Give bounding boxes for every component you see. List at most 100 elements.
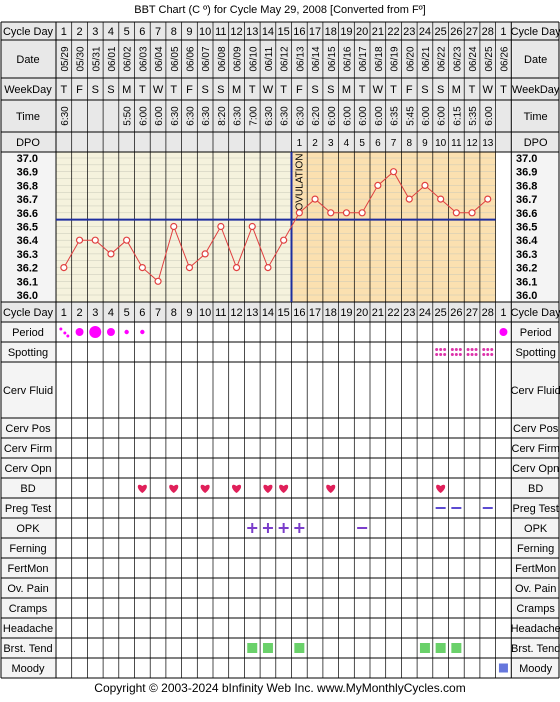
header-row-bg bbox=[1, 22, 512, 40]
period-medium-icon bbox=[106, 328, 115, 336]
temperature-point bbox=[374, 181, 382, 189]
weekday-cell: M bbox=[122, 84, 131, 96]
row-label-brst-tend-right: Brst. Tend bbox=[511, 643, 560, 655]
row-label-brst-tend: Brst. Tend bbox=[3, 643, 52, 655]
label-cell-bg bbox=[512, 518, 559, 538]
temperature-point bbox=[311, 195, 319, 203]
row-label-ov-pain-right: Ov. Pain bbox=[515, 583, 556, 595]
date-cell: 06/01 bbox=[107, 46, 118, 71]
date-cell: 06/21 bbox=[421, 46, 432, 71]
row-label-opk-right: OPK bbox=[524, 523, 548, 535]
dpo-cell: 12 bbox=[466, 138, 478, 149]
cycle-day-cell: 14 bbox=[262, 307, 274, 319]
row-label-cerv-firm: Cerv Firm bbox=[4, 443, 52, 455]
weekday-cell: S bbox=[327, 84, 334, 96]
cycle-day-cell: 2 bbox=[76, 307, 82, 319]
weekday-cell: S bbox=[311, 84, 318, 96]
label-cell-bg bbox=[1, 342, 55, 362]
label-cell-bg bbox=[512, 558, 559, 578]
breast-tenderness-icon bbox=[247, 643, 258, 653]
cycle-day-cell: 21 bbox=[372, 307, 384, 319]
weekday-cell: S bbox=[217, 84, 224, 96]
y-tick-label-right: 36.4 bbox=[516, 235, 538, 247]
label-cell-bg bbox=[1, 658, 55, 678]
period-light-icon bbox=[63, 331, 67, 335]
date-cell: 06/24 bbox=[468, 46, 479, 71]
row-label-time: Time bbox=[16, 111, 40, 123]
weekday-cell: S bbox=[437, 84, 444, 96]
date-cell: 06/18 bbox=[374, 46, 385, 71]
header-row-bg bbox=[1, 132, 512, 152]
cycle-day-cell: 1 bbox=[500, 307, 506, 319]
y-tick-label-left: 36.2 bbox=[17, 263, 38, 275]
temperature-point bbox=[342, 209, 351, 217]
y-tick-label-left: 36.6 bbox=[17, 208, 38, 220]
cycle-day-cell: 25 bbox=[435, 26, 447, 38]
y-tick-label-right: 36.7 bbox=[516, 194, 537, 206]
row-label-date: Date bbox=[16, 54, 39, 66]
cycle-day-cell: 25 bbox=[435, 307, 447, 319]
time-cell: 6:30 bbox=[295, 106, 306, 126]
label-cell-bg bbox=[512, 658, 559, 678]
cycle-day-cell: 5 bbox=[124, 307, 130, 319]
y-tick-label-left: 37.0 bbox=[17, 153, 38, 165]
weekday-cell: F bbox=[406, 84, 413, 96]
temperature-point bbox=[138, 264, 146, 272]
chart-title: BBT Chart (C º) for Cycle May 29, 2008 [… bbox=[134, 4, 425, 16]
cycle-day-cell: 17 bbox=[309, 26, 321, 38]
cycle-day-cell: 10 bbox=[199, 307, 211, 319]
date-cell: 06/19 bbox=[390, 46, 401, 71]
spotting-icon bbox=[443, 353, 447, 356]
cycle-day-cell: 23 bbox=[403, 26, 415, 38]
cycle-day-cell: 18 bbox=[325, 26, 337, 38]
breast-tenderness-icon bbox=[294, 643, 305, 653]
weekday-cell: S bbox=[201, 84, 208, 96]
temperature-point bbox=[185, 264, 194, 272]
label-cell-bg bbox=[1, 638, 55, 658]
row-label-cerv-pos: Cerv Pos bbox=[5, 423, 51, 435]
date-cell: 06/23 bbox=[452, 46, 463, 71]
cycle-day-cell: 24 bbox=[419, 307, 431, 319]
cycle-day-cell: 23 bbox=[403, 307, 415, 319]
row-label-ov-pain: Ov. Pain bbox=[7, 583, 48, 595]
temperature-point bbox=[327, 209, 335, 217]
cycle-day-cell: 8 bbox=[171, 307, 177, 319]
spotting-icon bbox=[450, 353, 454, 356]
spotting-icon bbox=[435, 348, 439, 351]
y-tick-label-left: 36.1 bbox=[17, 276, 38, 288]
header-row-bg bbox=[1, 100, 512, 132]
date-cell: 06/09 bbox=[233, 46, 244, 71]
date-cell: 06/12 bbox=[280, 46, 291, 71]
label-cell-bg bbox=[512, 618, 559, 638]
spotting-icon bbox=[490, 348, 494, 351]
heart-icon bbox=[263, 484, 273, 493]
row-label-ferning-right: Ferning bbox=[517, 543, 554, 555]
time-cell: 6:00 bbox=[358, 106, 369, 126]
weekday-cell: T bbox=[500, 84, 507, 96]
date-cell: 06/03 bbox=[138, 46, 149, 71]
spotting-icon bbox=[443, 348, 447, 351]
row-label-dpo: DPO bbox=[16, 137, 40, 149]
period-heavy-icon bbox=[89, 326, 102, 338]
label-cell-bg bbox=[512, 438, 559, 458]
spotting-icon bbox=[435, 353, 439, 356]
temperature-point bbox=[107, 250, 115, 258]
label-cell-bg bbox=[1, 458, 55, 478]
heart-icon bbox=[436, 484, 446, 493]
spotting-icon bbox=[454, 353, 458, 356]
weekday-cell: T bbox=[139, 84, 146, 96]
temperature-point bbox=[91, 236, 99, 244]
row-label-headache-right: Headache bbox=[511, 623, 560, 635]
spotting-icon bbox=[470, 348, 474, 351]
row-label-headache: Headache bbox=[3, 623, 53, 635]
cycle-day-cell: 22 bbox=[387, 307, 399, 319]
cycle-day-cell: 27 bbox=[466, 307, 478, 319]
cycle-day-cell: 1 bbox=[500, 26, 506, 38]
temperature-point bbox=[232, 264, 241, 272]
copyright-footer: Copyright © 2003-2024 bInfinity Web Inc.… bbox=[94, 681, 465, 695]
cycle-day-cell: 3 bbox=[92, 26, 98, 38]
ovulation-label: OVULATION bbox=[295, 153, 306, 210]
dpo-cell: 8 bbox=[406, 138, 412, 149]
cycle-day-cell: 28 bbox=[482, 307, 494, 319]
dpo-cell: 1 bbox=[297, 138, 303, 149]
